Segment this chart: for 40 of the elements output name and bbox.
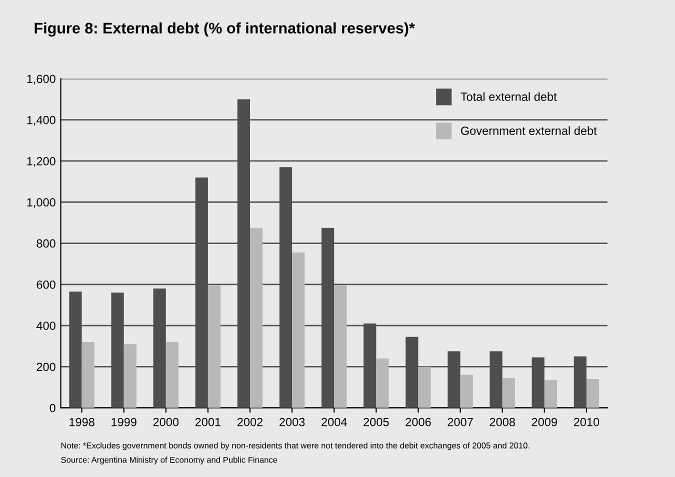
bar (166, 342, 179, 408)
y-tick-label: 800 (36, 239, 56, 248)
source-note: Source: Argentina Ministry of Economy and Public Finance (61, 456, 278, 464)
chart-title: Figure 8: External debt (% of international reserves)* (34, 22, 415, 37)
bar (502, 378, 515, 408)
y-tick-label: 1,600 (27, 74, 56, 84)
x-tick-label: 2007 (448, 418, 473, 426)
y-tick-label: 600 (36, 280, 56, 289)
bar (124, 344, 136, 408)
legend-label: Government external debt (460, 126, 597, 135)
bar (292, 252, 305, 408)
bar (250, 228, 263, 408)
x-tick-label: 1999 (112, 418, 136, 426)
y-tick-label: 1,000 (27, 198, 56, 208)
bar (82, 342, 94, 408)
x-tick-label: 2010 (574, 418, 600, 426)
bar (334, 285, 347, 408)
y-tick-label: 0 (50, 404, 56, 412)
bar (208, 285, 221, 408)
y-tick-label: 1,200 (27, 157, 56, 167)
bar (376, 358, 389, 408)
legend-label: Total external debt (460, 92, 557, 101)
bar (586, 379, 600, 408)
y-tick-label: 1,400 (27, 116, 56, 126)
x-tick-label: 2004 (322, 418, 347, 426)
x-tick-label: 2009 (532, 418, 557, 426)
x-tick-label: 2001 (195, 418, 221, 426)
bar (460, 374, 473, 408)
x-tick-label: 2003 (280, 418, 305, 426)
y-tick-label: 200 (36, 362, 56, 372)
x-tick-label: 2008 (490, 418, 515, 426)
text: Note: *Excludes government bonds owned by non-residents that were not tendered into the debit exchanges of 2005 and 2010. (61, 442, 530, 450)
x-tick-label: 2002 (237, 418, 263, 426)
x-tick-label: 2000 (153, 418, 179, 426)
bar (418, 366, 431, 408)
x-tick-label: 2006 (406, 418, 431, 426)
y-tick-label: 400 (36, 322, 56, 330)
bar (544, 380, 558, 408)
x-tick-label: 1998 (70, 418, 94, 426)
x-tick-label: 2005 (364, 418, 389, 426)
